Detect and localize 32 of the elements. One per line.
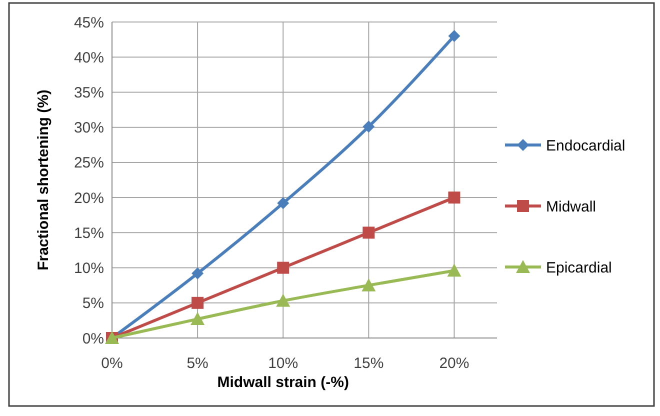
x-tick-label: 5% xyxy=(186,355,208,372)
x-axis-title: Midwall strain (-%) xyxy=(217,374,349,391)
y-tick-label: 40% xyxy=(74,49,104,66)
legend-label: Epicardial xyxy=(546,259,612,276)
x-tick-label: 10% xyxy=(268,355,298,372)
point xyxy=(277,197,290,210)
y-tick-label: 20% xyxy=(74,190,104,207)
y-axis-title: Fractional shortening (%) xyxy=(35,90,52,270)
point xyxy=(447,264,462,277)
point xyxy=(362,278,376,292)
y-tick-label: 5% xyxy=(82,295,104,312)
point xyxy=(362,226,375,239)
y-tick-label: 25% xyxy=(74,154,104,172)
y-tick-label: 15% xyxy=(74,224,104,242)
x-tick-label: 20% xyxy=(439,355,470,372)
y-tick-label: 0% xyxy=(82,330,104,348)
x-tick-label: 15% xyxy=(354,355,384,372)
y-tick-label: 30% xyxy=(74,120,104,137)
legend-label: Midwall xyxy=(546,198,596,216)
point xyxy=(190,312,205,326)
legend-label: Endocardial xyxy=(546,137,626,154)
point xyxy=(448,192,460,204)
x-tick-label: 0% xyxy=(101,355,123,372)
point xyxy=(362,120,375,133)
y-tick-label: 35% xyxy=(74,84,104,102)
point xyxy=(276,294,290,307)
point xyxy=(192,296,204,309)
y-tick-label: 45% xyxy=(74,14,104,32)
point xyxy=(448,30,460,42)
point xyxy=(277,262,290,274)
point xyxy=(192,267,204,280)
y-tick-label: 10% xyxy=(74,260,104,278)
